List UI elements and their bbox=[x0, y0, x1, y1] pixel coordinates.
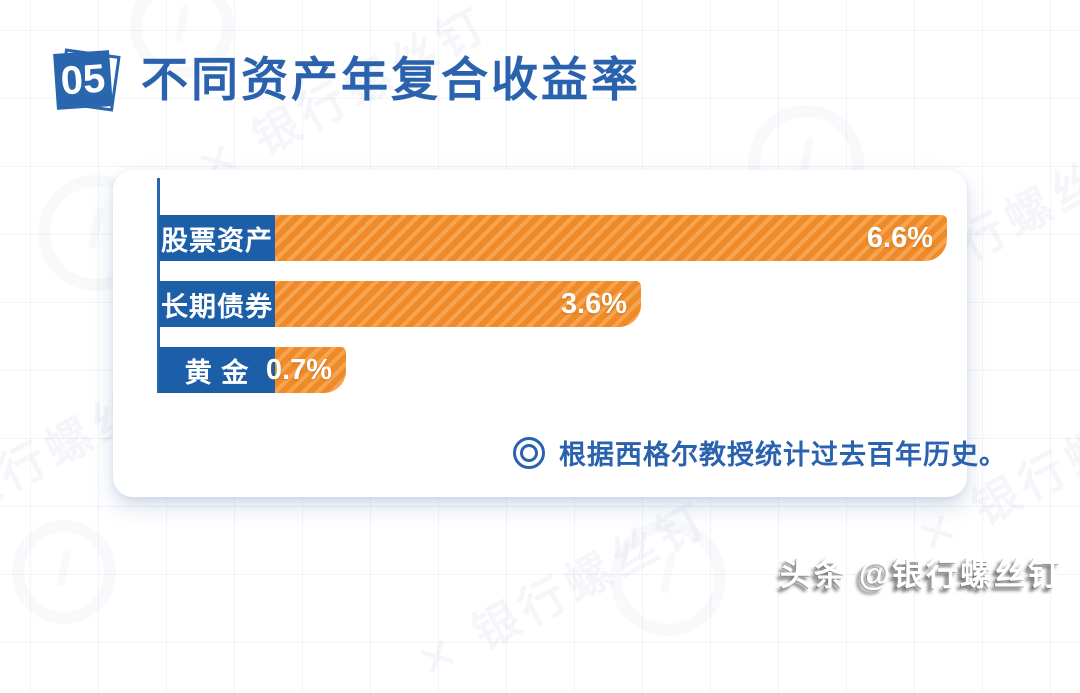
bar-category-label: 股票资产 bbox=[159, 215, 275, 261]
double-circle-icon bbox=[513, 436, 545, 469]
bar-chart: 股票资产 6.6% 长期债券 3.6% 黄 金 0.7% bbox=[159, 215, 947, 393]
y-axis-line bbox=[157, 178, 160, 393]
background-logo-watermark bbox=[610, 520, 726, 636]
section-number-badge: 05 bbox=[53, 48, 121, 112]
double-circle-icon-inner bbox=[520, 443, 538, 462]
background-logo-watermark bbox=[12, 520, 116, 624]
bar-row: 股票资产 6.6% bbox=[159, 215, 947, 261]
header: 05 不同资产年复合收益率 bbox=[53, 48, 641, 112]
source-note: 根据西格尔教授统计过去百年历史。 bbox=[513, 433, 1007, 472]
background-watermark-text: ✕ 银行螺丝钉 bbox=[408, 491, 719, 690]
bar-category-label: 长期债券 bbox=[159, 281, 275, 327]
bar-3: 0.7% bbox=[266, 347, 346, 393]
bar-row: 长期债券 3.6% bbox=[159, 281, 947, 327]
bar-value-label: 0.7% bbox=[265, 353, 332, 386]
bar-value-label: 6.6% bbox=[866, 221, 933, 254]
bar-1: 6.6% bbox=[275, 215, 947, 261]
chart-card: 股票资产 6.6% 长期债券 3.6% 黄 金 0.7% 根据西格尔教授统计过去百年历史。 bbox=[113, 170, 1006, 497]
page-title: 不同资产年复合收益率 bbox=[141, 53, 641, 107]
source-note-text: 根据西格尔教授统计过去百年历史。 bbox=[559, 440, 1007, 470]
bar-2: 3.6% bbox=[275, 281, 641, 327]
byline-watermark: 头条 @银行螺丝钉 bbox=[779, 556, 1062, 592]
bar-value-label: 3.6% bbox=[560, 287, 627, 320]
bar-row: 黄 金 0.7% bbox=[159, 347, 947, 393]
bar-category-label: 黄 金 bbox=[159, 347, 275, 393]
badge-number: 05 bbox=[53, 50, 113, 110]
